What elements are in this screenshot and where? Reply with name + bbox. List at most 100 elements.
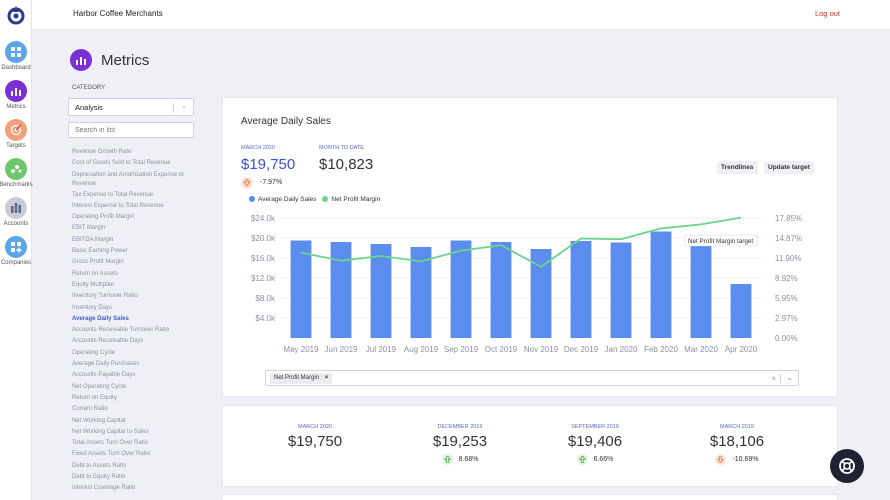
metric-list-item[interactable]: Accounts Receivable Days [72,338,144,345]
metric-list-item[interactable]: Operating Profit Margin [72,214,135,221]
metric-list-item[interactable]: Basic Earning Power [72,248,128,255]
x-tick: Oct 2019 [485,345,518,354]
metric-list-item[interactable]: Return on Equity [72,394,117,401]
rail-item-label: Benchmarks [0,182,33,188]
metric-list-item[interactable]: Debt to Assets Ratio [72,462,127,469]
metric-list-item[interactable]: Accounts Receivable Turnover Ratio [72,327,170,334]
metric-list-item[interactable]: Equity Multiplier [72,281,115,288]
current-period-label: MARCH 2020 [241,145,275,151]
y-left-tick: $4.0k [255,314,276,323]
help-button[interactable] [830,449,864,483]
metric-list-item[interactable]: Fixed Assets Turn Over Ratio [72,451,151,458]
rail-item-benchmarks[interactable]: Benchmarks [0,158,33,188]
rail-item-metrics[interactable]: Metrics [0,80,32,110]
metric-list-item[interactable]: Inventory Days [72,304,113,311]
metric-list-item[interactable]: Net Working Capital [72,417,126,424]
rail-item-label: Targets [6,143,26,149]
summary-column: MARCH 2020 $19,750 [255,424,375,450]
summary-delta: 8.68% [400,454,520,465]
metric-list-item[interactable]: EBIT Margin [72,225,106,232]
metric-list-item[interactable]: Total Assets Turn Over Ratio [72,440,149,447]
metric-list-item[interactable]: Tax Expense to Total Revenue [72,191,153,198]
rail-item-targets[interactable]: Targets [0,119,32,149]
metric-list-item[interactable]: Gross Profit Margin [72,259,124,266]
chevron-down-icon[interactable]: ⌄ [786,373,793,382]
metric-list-item[interactable]: Revenue Growth Rate [72,149,132,155]
chevron-down-icon[interactable]: ⌄ [181,103,187,110]
side-rail: Dashboard Metrics Targets Benchmarks Account… [0,0,33,500]
metric-list-item[interactable]: Net Operating Cycle [72,383,127,390]
next-card [222,494,838,500]
x-tick: Apr 2020 [725,345,758,354]
bar [330,242,352,338]
category-select[interactable]: Analysis ⌄ [68,98,194,116]
trendlines-button[interactable]: Trendlines [717,161,758,174]
bar [410,247,432,338]
bar [530,249,552,338]
metric-list-item[interactable]: EBITDA Margin [72,236,114,243]
chip-remove-icon[interactable]: × [324,375,329,381]
y-right-tick: 0.00% [775,334,798,343]
summary-value: $19,253 [432,433,488,450]
x-tick: Mar 2020 [684,345,718,354]
mtd-label: MONTH TO DATE [319,145,364,151]
chart-legend: Average Daily Sales Net Profit Margin [249,196,380,203]
metric-list-item[interactable]: Debt to Equity Ratio [72,474,126,481]
summary-delta: -10.69% [677,454,797,465]
rail-item-dashboard[interactable]: Dashboard [0,41,32,71]
legend-dot-icon [322,196,329,202]
filter-chip: Net Profit Margin × [270,373,333,384]
metric-list-item[interactable]: Current Ratio [72,406,108,413]
metric-search-input[interactable] [68,122,194,138]
update-target-button[interactable]: Update target [764,161,814,174]
legend-item[interactable]: Net Profit Margin [322,196,380,203]
metric-list-item[interactable]: Net Working Capital to Sales [72,428,149,435]
legend-label: Net Profit Margin [331,196,381,203]
metric-list-item[interactable]: Accounts Payable Days [72,372,136,379]
metric-list-item[interactable]: Interest Coverage Ratio [72,485,136,492]
x-tick: Jul 2019 [366,345,397,354]
x-tick: Sep 2019 [444,345,479,354]
bar [450,240,472,338]
filter-chip-label: Net Profit Margin [274,375,320,381]
metric-list-item[interactable]: Average Daily Purchases [72,361,140,368]
mtd-value: $10,823 [319,156,374,173]
summary-period: MARCH 2020 [298,424,332,430]
down-arrow-icon [715,454,727,465]
clear-icon[interactable]: × [771,374,776,383]
metric-list-item[interactable]: Depreciation and Amortization Expense to… [72,171,184,187]
series-filter-select[interactable]: Net Profit Margin × × ⌄ [265,370,799,386]
y-left-tick: $20.0k [251,234,276,243]
metric-list-item[interactable]: Cost of Goods Sold to Total Revenue [72,160,171,167]
up-arrow-icon [576,454,588,465]
category-label: CATEGORY [72,85,106,91]
summary-column: SEPTEMBER 2019 $19,406 6.66% [535,424,655,465]
company-name: Harbor Coffee Merchants [73,9,163,18]
app-logo-icon[interactable] [6,5,26,25]
y-left-tick: $12.0k [251,274,276,283]
legend-label: Average Daily Sales [258,196,317,203]
line-series [300,216,742,268]
x-tick: Jan 2020 [605,345,638,354]
down-arrow-icon [241,177,253,189]
y-right-tick: 2.97% [775,314,798,323]
accounts-icon [5,197,27,219]
metric-list-item[interactable]: Average Daily Sales [72,315,129,322]
metric-list-item[interactable]: Return on Assets [72,270,118,277]
rail-item-companies[interactable]: Companies [0,236,32,266]
rail-item-accounts[interactable]: Accounts [0,197,32,227]
logout-link[interactable]: Log out [814,9,840,18]
bar [490,242,512,338]
dashboard-icon [5,41,27,63]
summary-value: $19,406 [567,433,623,450]
metric-list-item[interactable]: Inventory Turnover Ratio [72,293,138,300]
metric-list-item[interactable]: Interest Expense to Total Revenue [72,202,164,209]
chart-title: Average Daily Sales [241,116,331,127]
bar [610,242,632,338]
summary-delta-value: 6.66% [593,456,614,463]
up-arrow-icon [441,454,453,465]
metric-list-item[interactable]: Operating Cycle [72,349,116,356]
legend-item[interactable]: Average Daily Sales [249,196,316,203]
y-right-tick: 14.87% [775,234,802,243]
target-tooltip [684,234,758,247]
